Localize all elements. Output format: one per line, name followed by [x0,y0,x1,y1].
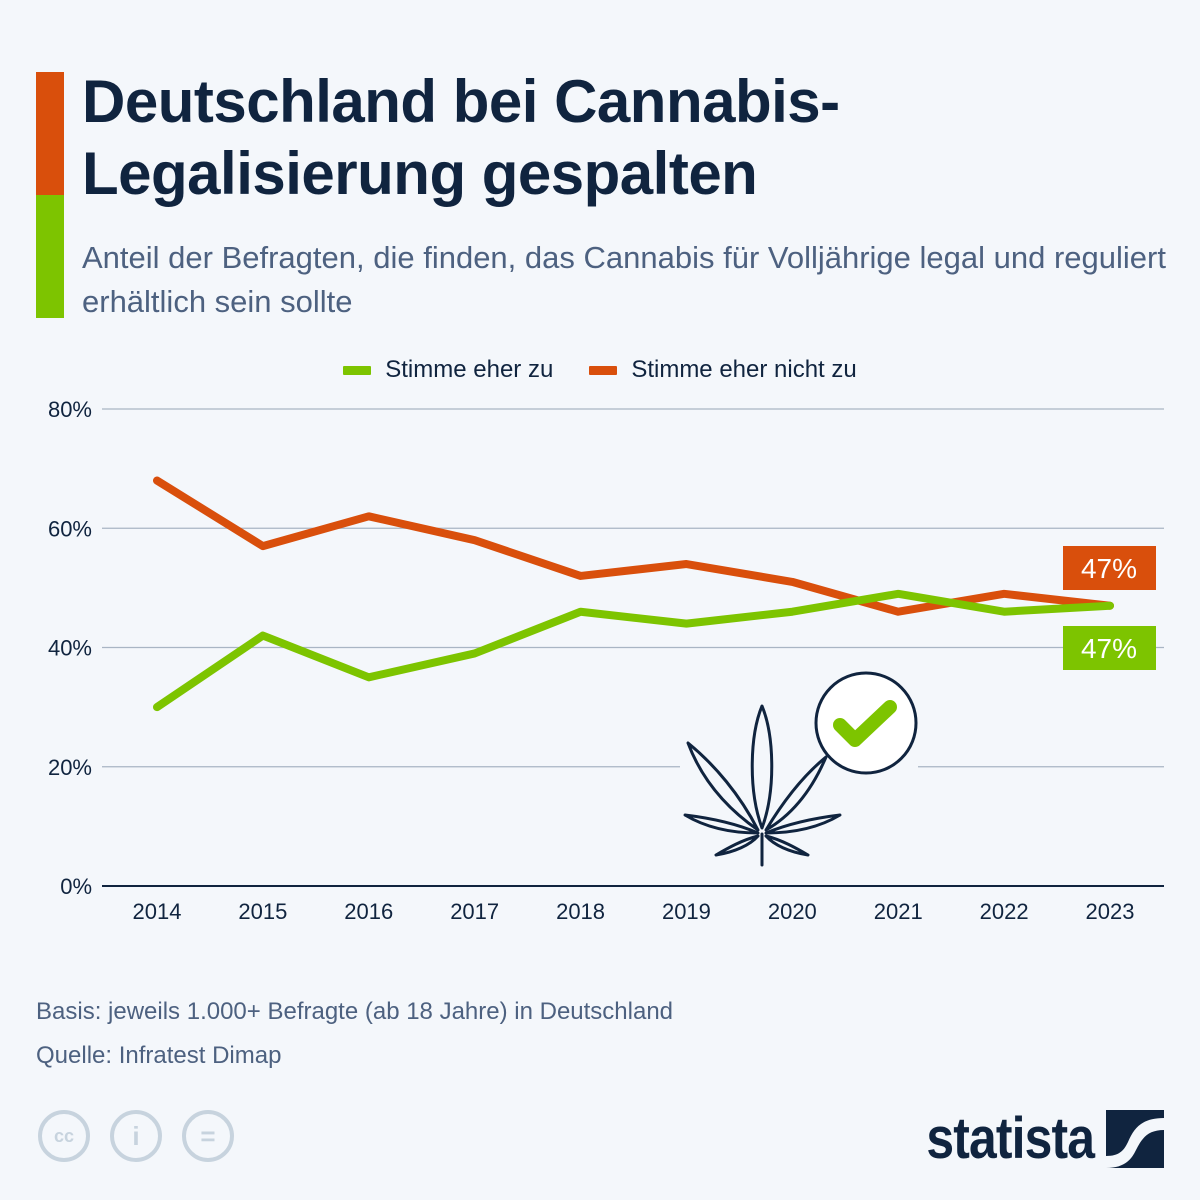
gridlines [102,408,1164,768]
x-tick-label: 2017 [450,899,499,924]
legend-swatch-agree [343,365,372,375]
line-chart: 0%20%40%60%80% 2014 2015 2016 2017 2018 2019 2… [48,397,1164,924]
x-tick-label: 2014 [133,899,182,924]
legend-item-disagree: Stimme eher nicht zu [589,356,857,384]
footer-notes: Basis: jeweils 1.000+ Befragte (ab 18 Ja… [36,990,673,1078]
cannabis-check-illustration [680,671,918,867]
x-tick-label: 2018 [556,899,605,924]
legend: Stimme eher zu Stimme eher nicht zu [0,356,1200,384]
end-label-box [1063,546,1156,590]
x-tick-label: 2020 [768,899,817,924]
end-label-text: 47% [1081,633,1137,664]
series-lines [153,476,1114,712]
y-tick-label: 60% [48,516,92,541]
y-tick-label: 40% [48,636,92,661]
legend-swatch-disagree [589,365,618,375]
attribution-icon[interactable]: i [110,1110,162,1162]
y-tick-label: 0% [60,874,92,899]
end-label-text: 47% [1081,553,1137,584]
end-label-disagree: 47% [1063,546,1156,590]
x-tick-label: 2019 [662,899,711,924]
accent-bar-green [36,195,64,318]
y-axis-ticks: 0% 20% 40% 60% 80% [48,397,92,899]
end-label-agree: 47% [1063,626,1156,670]
cc-icon[interactable]: cc [38,1110,90,1162]
no-derivatives-icon[interactable]: = [182,1110,234,1162]
x-tick-label: 2022 [980,899,1029,924]
series-line-disagree [153,476,1114,616]
chart-subtitle: Anteil der Befragten, die finden, das Ca… [82,240,1166,319]
checkmark-circle-icon [814,671,918,775]
x-tick-label: 2021 [874,899,923,924]
source-note: Quelle: Infratest Dimap [36,1042,282,1069]
brand-name: statista [926,1106,1095,1171]
x-axis-ticks: 2014 2015 2016 2017 2018 2019 2020 2021 2022 2023 [133,899,1135,924]
series-line-agree [153,589,1114,712]
legend-label-disagree: Stimme eher nicht zu [631,356,857,383]
legend-item-agree: Stimme eher zu [343,356,553,384]
accent-bar-orange [36,72,64,195]
y-tick-label: 20% [48,755,92,780]
basis-note: Basis: jeweils 1.000+ Befragte (ab 18 Ja… [36,998,674,1025]
x-tick-label: 2015 [238,899,287,924]
cannabis-leaf-icon [683,704,842,867]
legend-label-agree: Stimme eher zu [385,356,554,383]
page-title: Deutschland bei Cannabis-Legalisierung g… [82,68,840,207]
x-tick-label: 2016 [344,899,393,924]
x-tick-label: 2023 [1086,899,1135,924]
end-label-box [1063,626,1156,670]
statista-logo-icon [1106,1109,1164,1168]
end-labels: 47% 47% [1063,546,1156,670]
y-tick-label: 80% [48,397,92,422]
statista-logo[interactable]: statista [899,1105,1164,1172]
